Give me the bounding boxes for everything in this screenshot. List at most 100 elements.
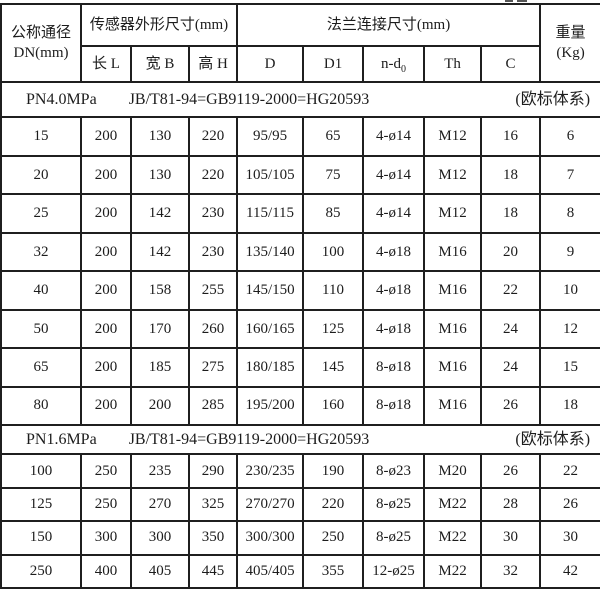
table-cell: 185 <box>130 347 190 388</box>
table-cell: 275 <box>187 347 239 388</box>
table-cell: M22 <box>423 553 483 590</box>
header-c: C <box>480 45 542 83</box>
table-body: PN4.0MPa JB/T81-94=GB9119-2000=HG20593 (欧标… <box>0 80 600 590</box>
table-cell: 130 <box>130 154 190 196</box>
table-cell: 142 <box>130 193 190 234</box>
table-cell: 145/150 <box>236 270 305 311</box>
table-cell: 32 <box>480 553 542 590</box>
table-cell: 200 <box>80 154 132 196</box>
table-cell: 195/200 <box>236 385 305 427</box>
table-cell: 200 <box>80 231 132 273</box>
table-cell: 40 <box>0 270 82 311</box>
header-d: D <box>236 45 305 83</box>
table-cell: 80 <box>0 385 82 427</box>
table-cell: 100 <box>302 231 365 273</box>
table-cell: 405 <box>130 553 190 590</box>
table-cell: 170 <box>130 308 190 350</box>
table-cell: 30 <box>480 520 542 556</box>
table-row: 15 200 130 220 95/95 65 4-ø14 M12 16 6 <box>0 116 600 157</box>
table-cell: 95/95 <box>236 116 305 157</box>
pressure-rating-label: PN1.6MPa <box>26 430 97 448</box>
table-cell: 260 <box>187 308 239 350</box>
table-cell: 325 <box>187 486 239 523</box>
table-cell: 24 <box>480 308 542 350</box>
pressure-section-content: PN4.0MPa JB/T81-94=GB9119-2000=HG20593 (欧标… <box>3 90 599 110</box>
table-cell: 285 <box>187 385 239 427</box>
table-row: 100 250 235 290 230/235 190 8-ø23 M20 26 22 <box>0 453 600 489</box>
header-weight-line1: 重量 <box>555 24 586 41</box>
header-nominal-diameter: 公称通径 DN(mm) <box>0 3 82 83</box>
table-cell: 300/300 <box>236 520 305 556</box>
header-row-sub: 长 L 宽 B 高 H D D1 n-d0 Th C <box>1 45 600 83</box>
table-cell: 230 <box>187 231 239 273</box>
header-height-h: 高 H <box>187 45 239 83</box>
table-cell: 250 <box>302 520 365 556</box>
table-row: 25 200 142 230 115/115 85 4-ø14 M12 18 8 <box>0 193 600 234</box>
table-cell: 85 <box>302 193 365 234</box>
table-cell: 25 <box>0 193 82 234</box>
table-cell: 250 <box>0 553 82 590</box>
table-cell: 22 <box>539 453 600 489</box>
table-cell: 200 <box>80 385 132 427</box>
header-length-l: 长 L <box>80 45 132 83</box>
table-cell: 4-ø18 <box>362 231 426 273</box>
table-cell: 405/405 <box>236 553 305 590</box>
standard-note-label: (欧标体系) <box>515 90 591 108</box>
table-cell: 65 <box>302 116 365 157</box>
table-cell: M12 <box>423 116 483 157</box>
table-cell: 220 <box>187 116 239 157</box>
table-cell: 8-ø25 <box>362 486 426 523</box>
table-cell: 300 <box>130 520 190 556</box>
table-cell: 20 <box>480 231 542 273</box>
standard-code-label: JB/T81-94=GB9119-2000=HG20593 <box>128 430 370 448</box>
table-cell: M22 <box>423 520 483 556</box>
table-cell: 200 <box>80 308 132 350</box>
table-cell: 4-ø18 <box>362 308 426 350</box>
table-cell: 8-ø18 <box>362 347 426 388</box>
table-cell: 16 <box>480 116 542 157</box>
table-cell: 250 <box>80 453 132 489</box>
header-flange-dimensions-group: 法兰连接尺寸(mm) <box>236 3 542 47</box>
cropped-text-bit <box>517 0 527 2</box>
table-cell: 26 <box>480 453 542 489</box>
table-cell: 8 <box>539 193 600 234</box>
table-cell: 100 <box>0 453 82 489</box>
pressure-rating-label: PN4.0MPa <box>26 90 97 108</box>
pressure-section-cell: PN1.6MPa JB/T81-94=GB9119-2000=HG20593 (欧标… <box>0 424 600 456</box>
table-cell: 160 <box>302 385 365 427</box>
table-row: 125 250 270 325 270/270 220 8-ø25 M22 28 26 <box>0 486 600 523</box>
table-cell: 4-ø18 <box>362 270 426 311</box>
table-cell: 125 <box>302 308 365 350</box>
pressure-section-row: PN1.6MPa JB/T81-94=GB9119-2000=HG20593 (欧标… <box>0 424 600 456</box>
table-cell: 190 <box>302 453 365 489</box>
table-cell: 115/115 <box>236 193 305 234</box>
table-cell: 65 <box>0 347 82 388</box>
table-cell: 250 <box>80 486 132 523</box>
table-cell: 130 <box>130 116 190 157</box>
table-cell: 290 <box>187 453 239 489</box>
table-cell: 15 <box>0 116 82 157</box>
table-cell: 200 <box>80 347 132 388</box>
table-cell: 10 <box>539 270 600 311</box>
table-cell: M16 <box>423 385 483 427</box>
table-cell: 4-ø14 <box>362 154 426 196</box>
header-th: Th <box>423 45 483 83</box>
table-cell: 4-ø14 <box>362 116 426 157</box>
table-cell: 135/140 <box>236 231 305 273</box>
pressure-section-cell: PN4.0MPa JB/T81-94=GB9119-2000=HG20593 (欧标… <box>0 80 600 119</box>
table-cell: 26 <box>539 486 600 523</box>
header-width-b: 宽 B <box>130 45 190 83</box>
table-cell: 180/185 <box>236 347 305 388</box>
cropped-text-bit <box>505 0 513 2</box>
table-header: 公称通径 DN(mm) 传感器外形尺寸(mm) 法兰连接尺寸(mm) 重量 (K… <box>0 3 600 83</box>
dimension-table: 公称通径 DN(mm) 传感器外形尺寸(mm) 法兰连接尺寸(mm) 重量 (K… <box>0 3 600 590</box>
header-sensor-dimensions-group: 传感器外形尺寸(mm) <box>79 3 239 47</box>
header-n-d0: n-d0 <box>362 45 426 83</box>
table-cell: 220 <box>302 486 365 523</box>
table-cell: 105/105 <box>236 154 305 196</box>
table-cell: 12 <box>539 308 600 350</box>
table-cell: 125 <box>0 486 82 523</box>
pressure-section-content: PN1.6MPa JB/T81-94=GB9119-2000=HG20593 (欧标… <box>3 430 599 450</box>
table-cell: 350 <box>187 520 239 556</box>
table-cell: 24 <box>480 347 542 388</box>
